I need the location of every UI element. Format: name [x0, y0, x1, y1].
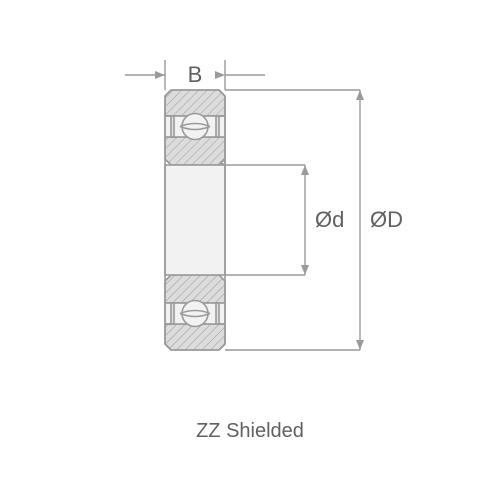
bearing-cross-section — [165, 90, 225, 350]
dim-label-B: B — [188, 62, 203, 87]
dim-label-D: ØD — [370, 207, 403, 232]
diagram-caption: ZZ Shielded — [0, 420, 500, 443]
bearing-diagram-canvas: B Ød ØD ZZ Shielded — [0, 0, 500, 500]
dim-label-d: Ød — [315, 207, 344, 232]
